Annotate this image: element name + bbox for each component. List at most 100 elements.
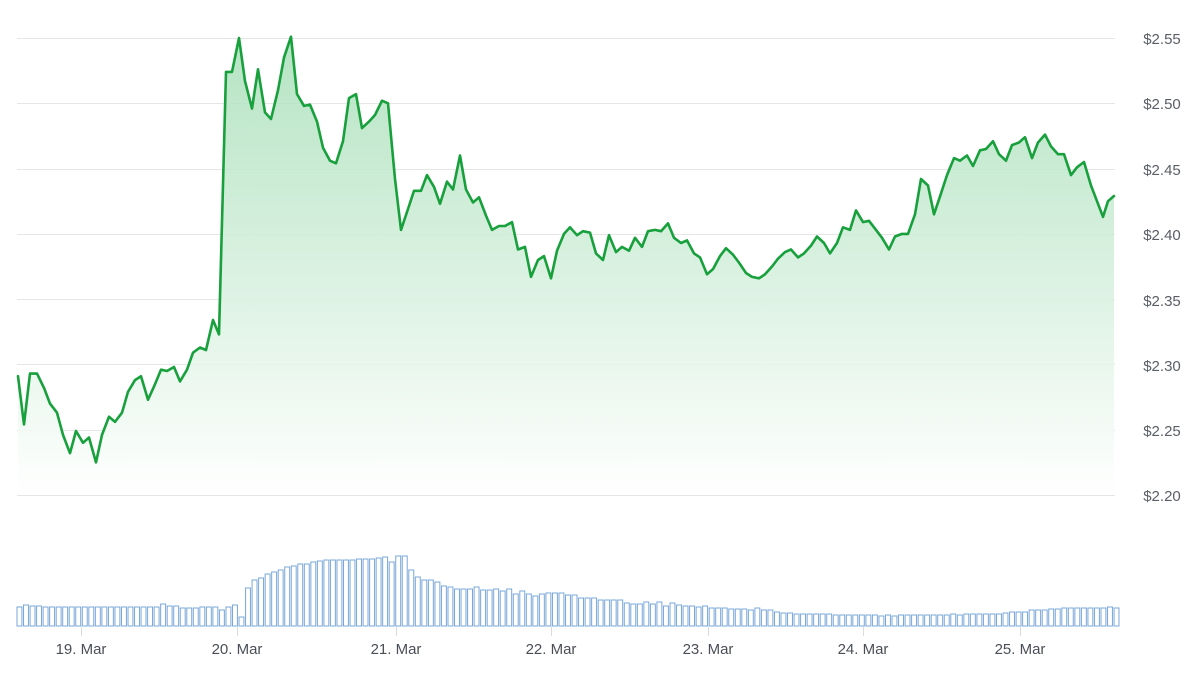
volume-bar	[1074, 607, 1081, 627]
volume-bar	[911, 614, 918, 627]
volume-bar	[408, 569, 415, 627]
volume-bar	[1048, 608, 1055, 627]
volume-bar	[525, 593, 532, 627]
volume-bar	[427, 579, 434, 627]
volume-bar	[1067, 607, 1074, 627]
volume-bar	[147, 606, 154, 627]
volume-bar	[858, 614, 865, 627]
volume-bar	[558, 592, 565, 627]
volume-bar	[231, 604, 238, 627]
volume-bar	[369, 558, 376, 627]
volume-bar	[617, 599, 624, 627]
volume-bar	[996, 613, 1002, 627]
volume-bar	[127, 606, 134, 627]
volume-bar	[179, 607, 186, 627]
volume-bar	[101, 606, 108, 627]
volume-bar	[734, 608, 741, 627]
volume-bar	[506, 588, 513, 627]
volume-bar	[871, 614, 878, 627]
volume-bar	[199, 606, 206, 627]
volume-bar	[969, 613, 976, 627]
volume-bar	[349, 559, 356, 627]
volume-bar	[721, 607, 728, 627]
volume-bar	[728, 608, 735, 627]
volume-bar	[591, 597, 598, 627]
volume-bar	[747, 609, 754, 627]
volume-bar	[773, 611, 780, 627]
volume-bar	[1028, 609, 1035, 627]
volume-bar	[943, 614, 950, 627]
x-tick-label: 19. Mar	[56, 641, 107, 658]
y-tick-label: $2.45	[1143, 162, 1181, 179]
price-area-fill	[18, 36, 1114, 495]
volume-bar	[963, 613, 970, 627]
volume-bar	[610, 599, 617, 627]
x-axis-ticks	[81, 627, 1021, 636]
volume-bar	[205, 606, 212, 627]
volume-bar	[630, 603, 637, 627]
volume-bar	[917, 614, 924, 627]
volume-bar	[493, 588, 500, 627]
volume-bar	[1080, 607, 1087, 627]
volume-bar	[473, 586, 480, 627]
volume-bar	[1041, 609, 1048, 627]
volume-bar	[767, 609, 774, 627]
volume-bar	[297, 563, 304, 627]
volume-bar	[388, 561, 395, 627]
volume-bar	[565, 594, 571, 627]
volume-bar	[636, 603, 643, 627]
volume-bar	[1093, 607, 1100, 627]
volume-bar	[806, 613, 813, 627]
volume-bar	[486, 589, 493, 627]
volume-bar	[107, 606, 114, 627]
volume-bar	[649, 603, 656, 627]
volume-bar	[891, 615, 898, 627]
volume-bar	[898, 614, 904, 627]
volume-bar	[454, 588, 460, 627]
volume-bar	[258, 577, 265, 627]
volume-bar	[930, 614, 937, 627]
volume-bar	[741, 608, 748, 627]
volume-bar	[1022, 611, 1029, 627]
volume-bar	[982, 613, 989, 627]
volume-bar	[819, 613, 826, 627]
volume-bar	[55, 606, 62, 627]
volume-bar	[878, 615, 885, 627]
volume-bar	[884, 614, 891, 627]
volume-bar	[1015, 611, 1022, 627]
volume-bar	[460, 588, 467, 627]
volume-bar	[192, 607, 199, 627]
volume-bar	[120, 606, 127, 627]
volume-bar	[421, 579, 428, 627]
volume-bar	[676, 604, 682, 627]
volume-bar	[512, 593, 519, 627]
volume-bar	[323, 559, 330, 627]
volume-bar	[251, 579, 258, 627]
volume-bar	[950, 613, 957, 627]
volume-bar	[499, 590, 506, 627]
volume-bar	[813, 613, 820, 627]
volume-bar	[166, 605, 173, 627]
volume-bar	[643, 601, 650, 627]
volume-bar	[401, 555, 408, 627]
volume-bar	[277, 569, 284, 627]
volume-bar	[845, 614, 852, 627]
x-tick-label: 21. Mar	[371, 641, 422, 658]
volume-bar	[656, 601, 663, 627]
volume-bar	[225, 606, 232, 627]
volume-bar	[604, 599, 611, 627]
volume-bar	[1035, 609, 1042, 627]
volume-bar	[329, 559, 336, 627]
volume-bar	[532, 595, 539, 627]
volume-bars	[16, 555, 1120, 627]
volume-bar	[467, 588, 474, 627]
volume-bar	[571, 594, 578, 627]
volume-bar	[186, 607, 193, 627]
price-line[interactable]	[16, 35, 1116, 464]
volume-bar	[1100, 607, 1107, 627]
volume-bar	[356, 558, 362, 627]
volume-bar	[310, 561, 317, 627]
volume-bar	[597, 599, 604, 627]
volume-bar	[708, 607, 715, 627]
